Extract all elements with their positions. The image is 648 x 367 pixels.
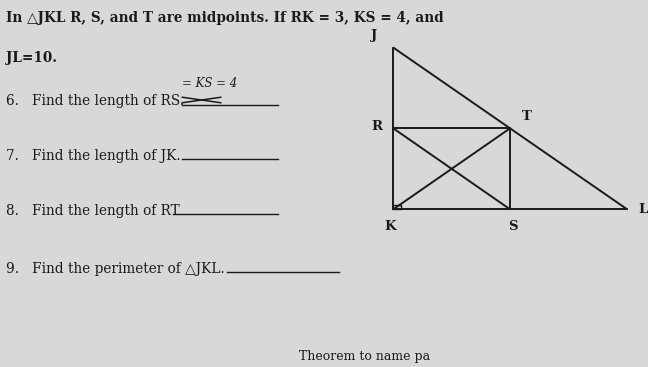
- Text: 7.   Find the length of JK.: 7. Find the length of JK.: [6, 149, 181, 163]
- Text: J: J: [371, 29, 377, 42]
- Text: 6.   Find the length of RS.: 6. Find the length of RS.: [6, 94, 185, 108]
- Text: S: S: [508, 220, 518, 233]
- Text: L: L: [638, 203, 648, 216]
- Text: JL=10.: JL=10.: [6, 51, 58, 65]
- Text: R: R: [371, 120, 382, 133]
- Text: Theorem to name pa: Theorem to name pa: [299, 350, 430, 363]
- Text: = KS = 4: = KS = 4: [182, 77, 238, 90]
- Text: 8.   Find the length of RT: 8. Find the length of RT: [6, 204, 180, 218]
- Text: In △JKL R, S, and T are midpoints. If RK = 3, KS = 4, and: In △JKL R, S, and T are midpoints. If RK…: [6, 11, 444, 25]
- Text: 9.   Find the perimeter of △JKL.: 9. Find the perimeter of △JKL.: [6, 262, 225, 276]
- Text: K: K: [384, 220, 396, 233]
- Text: T: T: [522, 110, 531, 123]
